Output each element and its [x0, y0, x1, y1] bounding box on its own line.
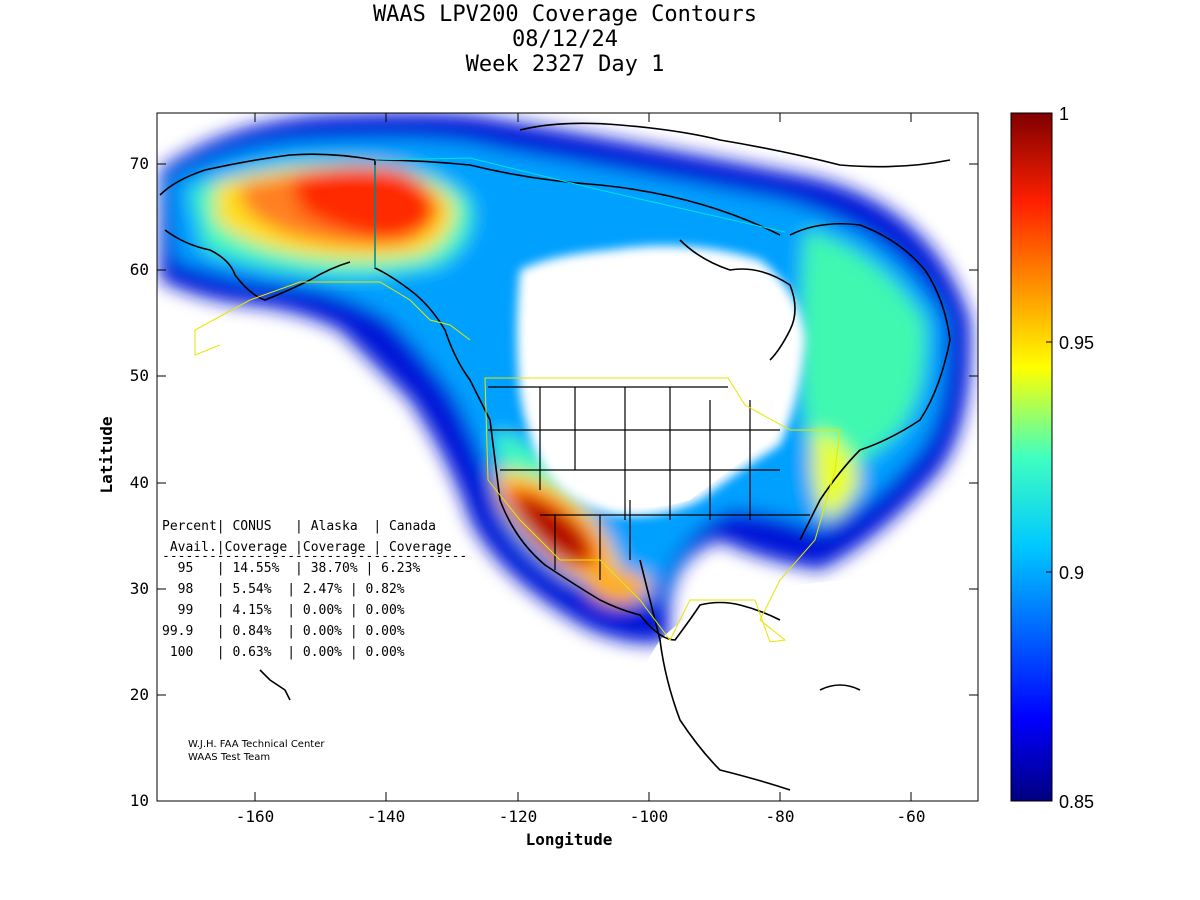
- y-tick-label: 50: [130, 366, 149, 385]
- coverage-contours: [157, 113, 978, 801]
- x-axis: -160 -140 -120 -100 -80 -60 Longitude: [236, 113, 926, 849]
- table-header: Percent| CONUS | Alaska | Canada: [162, 519, 436, 534]
- title-line-1: WAAS LPV200 Coverage Contours: [372, 2, 758, 27]
- x-tick-label: -120: [499, 807, 538, 826]
- title-line-3: Week 2327 Day 1: [465, 52, 665, 77]
- credit-line: WAAS Test Team: [188, 752, 270, 763]
- y-tick-label: 10: [130, 791, 149, 810]
- y-axis-label: Latitude: [97, 416, 116, 493]
- coastlines: [159, 122, 951, 791]
- table-divider: ---------------------------------------: [162, 549, 467, 564]
- credit-line: W.J.H. FAA Technical Center: [188, 739, 325, 750]
- x-tick-label: -100: [630, 807, 669, 826]
- table-row: 95 | 14.55% | 38.70% | 6.23%: [162, 561, 420, 576]
- table-row: 99 | 4.15% | 0.00% | 0.00%: [162, 603, 405, 618]
- colorbar-tick-label: 1: [1059, 104, 1069, 124]
- title-line-2: 08/12/24: [512, 27, 618, 52]
- colorbar-tick-label: 0.85: [1059, 792, 1094, 812]
- colorbar: 1 0.95 0.9 0.85: [1010, 104, 1094, 812]
- x-tick-label: -80: [766, 807, 795, 826]
- x-tick-label: -140: [367, 807, 406, 826]
- table-row: 98 | 5.54% | 2.47% | 0.82%: [162, 582, 405, 597]
- x-axis-label: Longitude: [526, 830, 613, 849]
- x-tick-label: -60: [897, 807, 926, 826]
- colorbar-tick-label: 0.95: [1059, 333, 1094, 353]
- plot-frame: [156, 112, 979, 802]
- fir-boundaries-yellow: [194, 281, 841, 643]
- table-row: 99.9 | 0.84% | 0.00% | 0.00%: [162, 624, 405, 639]
- coverage-table: Percent| CONUS | Alaska | Canada Avail.|…: [162, 519, 467, 660]
- table-row: 100 | 0.63% | 0.00% | 0.00%: [162, 645, 405, 660]
- colorbar-tick-label: 0.9: [1059, 563, 1084, 583]
- table-header: Avail.|Coverage |Coverage | Coverage: [162, 540, 452, 555]
- colorbar-gradient: [1010, 112, 1053, 802]
- fir-boundaries-cyan: [374, 157, 786, 268]
- y-tick-label: 20: [130, 685, 149, 704]
- y-tick-label: 70: [130, 154, 149, 173]
- y-tick-label: 40: [130, 473, 149, 492]
- y-tick-label: 30: [130, 579, 149, 598]
- state-borders: [488, 386, 810, 580]
- x-tick-label: -160: [236, 807, 275, 826]
- y-axis: 10 20 30 40 50 60 70 Latitude: [97, 154, 978, 810]
- y-tick-label: 60: [130, 260, 149, 279]
